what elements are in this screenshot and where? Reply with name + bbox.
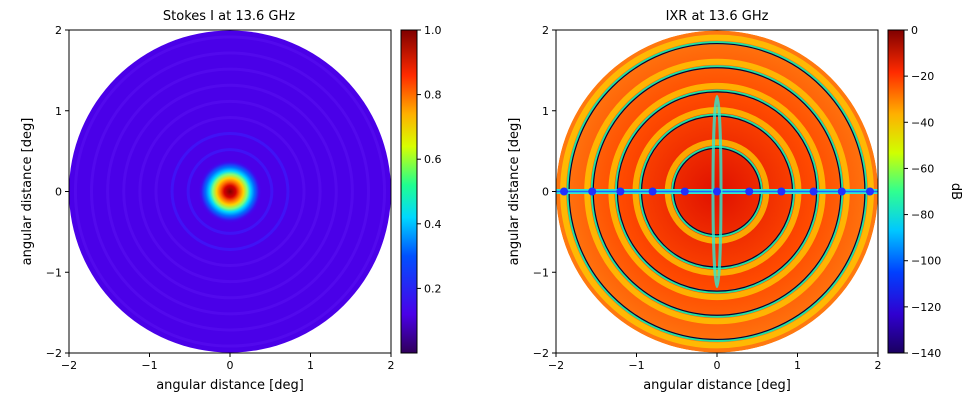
colorbar-tick-label: −60	[911, 162, 934, 175]
x-tick-label: 1	[794, 359, 801, 372]
stokes-i-chart: Stokes I at 13.6 GHz	[20, 9, 442, 393]
plot-area	[68, 29, 392, 354]
y-axis: −2 −1 0 1 2	[46, 24, 69, 360]
null-node	[713, 187, 721, 196]
null-node	[745, 187, 754, 196]
x-tick-label: −1	[628, 359, 644, 372]
x-axis: −2 −1 0 1 2	[61, 353, 395, 372]
colorbar-gradient	[887, 29, 905, 354]
colorbar-tick-label: 0.2	[424, 282, 442, 295]
colorbar-tick-label: 0	[911, 24, 918, 37]
colorbar-gradient	[400, 29, 418, 354]
colorbar: 0.2 0.4 0.6 0.8 1.0	[400, 24, 442, 354]
x-tick-label: 2	[875, 359, 882, 372]
stokes-i-panel: Stokes I at 13.6 GHz	[0, 0, 480, 409]
main-beam	[198, 159, 262, 224]
colorbar-label: dB	[948, 183, 963, 200]
x-tick-label: −2	[548, 359, 564, 372]
side-lobe-ring	[90, 51, 370, 332]
side-lobe-ring	[106, 67, 354, 316]
colorbar-tick-label: −80	[911, 209, 934, 222]
colorbar-tick-label: 0.8	[424, 89, 442, 102]
null-node	[560, 187, 569, 196]
null-node	[865, 187, 874, 196]
null-node	[680, 187, 689, 196]
y-tick-label: 0	[55, 186, 62, 199]
side-lobe-ring	[154, 115, 306, 268]
chart-title: IXR at 13.6 GHz	[666, 9, 769, 24]
y-tick-label: −1	[46, 266, 62, 279]
axis-nulls	[556, 95, 878, 288]
colorbar-tick-label: −100	[911, 255, 941, 268]
colorbar-ticks: 0 −20 −40 −60 −80 −100 −120 −140	[904, 24, 941, 360]
null-node	[588, 187, 597, 196]
colorbar: 0 −20 −40 −60 −80 −100 −120 −140 dB	[887, 24, 963, 360]
side-lobe-rings	[73, 35, 387, 348]
y-axis: −2 −1 0 1 2	[533, 24, 556, 360]
ixr-field	[556, 30, 878, 353]
y-tick-label: 1	[542, 105, 549, 118]
y-tick-label: 0	[542, 186, 549, 199]
ixr-chart: IXR at 13.6 GHz	[507, 9, 963, 393]
x-axis-label: angular distance [deg]	[156, 378, 304, 393]
null-node	[837, 187, 846, 196]
colorbar-tick-label: −20	[911, 70, 934, 83]
x-tick-label: −2	[61, 359, 77, 372]
y-tick-label: −2	[46, 347, 62, 360]
x-tick-label: 0	[227, 359, 234, 372]
y-tick-label: −2	[533, 347, 549, 360]
colorbar-tick-label: 0.6	[424, 153, 442, 166]
colorbar-tick-label: 1.0	[424, 24, 442, 37]
x-tick-label: −1	[141, 359, 157, 372]
colorbar-tick-label: −40	[911, 116, 934, 129]
y-tick-label: 2	[55, 24, 62, 37]
y-tick-label: 1	[55, 105, 62, 118]
y-axis-label: angular distance [deg]	[507, 118, 522, 266]
null-node	[648, 187, 657, 196]
null-node	[777, 187, 786, 196]
y-tick-label: 2	[542, 24, 549, 37]
y-axis-label: angular distance [deg]	[20, 118, 35, 266]
colorbar-tick-label: −140	[911, 347, 941, 360]
x-tick-label: 0	[714, 359, 721, 372]
x-tick-label: 1	[307, 359, 314, 372]
chart-title: Stokes I at 13.6 GHz	[163, 9, 295, 24]
colorbar-tick-label: 0.4	[424, 218, 442, 231]
null-node	[616, 187, 625, 196]
side-lobe-ring	[73, 35, 387, 348]
colorbar-ticks: 0.2 0.4 0.6 0.8 1.0	[417, 24, 442, 295]
y-tick-label: −1	[533, 266, 549, 279]
x-axis: −2 −1 0 1 2	[548, 353, 882, 372]
plot-area	[555, 29, 879, 354]
colorbar-tick-label: −120	[911, 301, 941, 314]
x-tick-label: 2	[388, 359, 395, 372]
x-axis-label: angular distance [deg]	[643, 378, 791, 393]
side-lobe-ring	[170, 132, 290, 251]
side-lobe-ring	[138, 99, 322, 284]
side-lobe-ring	[122, 83, 338, 300]
ixr-panel: IXR at 13.6 GHz	[482, 0, 964, 409]
side-lobe-ring	[186, 148, 274, 235]
null-node	[809, 187, 818, 196]
